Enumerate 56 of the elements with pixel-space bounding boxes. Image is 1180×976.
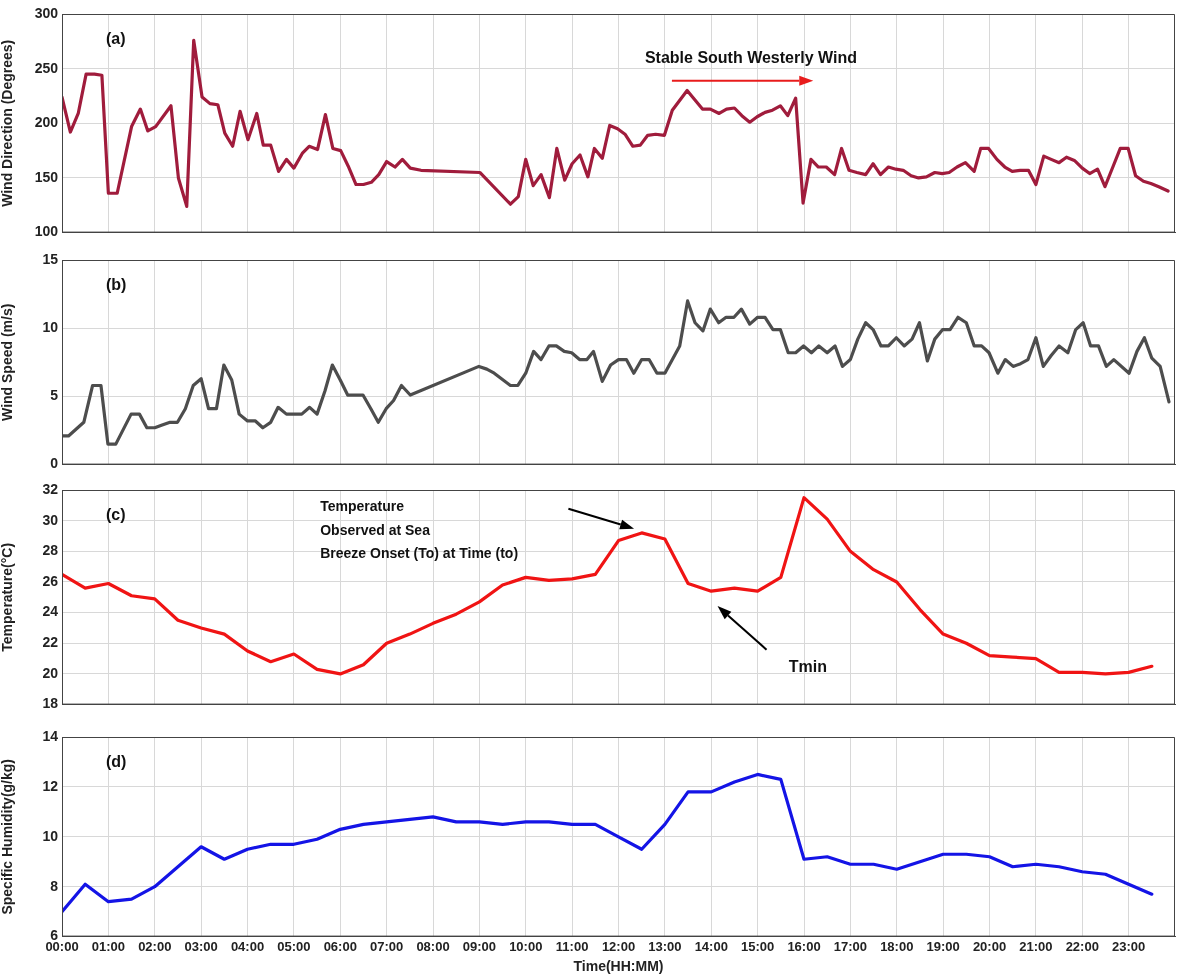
x-tick-label: 17:00 [833,938,867,954]
y-tick-label: 8 [50,877,59,894]
y-tick-label: 200 [34,114,59,131]
y-tick-label: 32 [42,480,59,497]
x-tick-label: 05:00 [277,938,311,954]
y-axis-title: Specific Humidity(g/kg) [0,759,16,915]
x-tick-label: 11:00 [555,938,589,954]
y-tick-label: 100 [34,223,59,240]
x-axis-title: Time(HH:MM) [573,958,664,975]
y-tick-label: 150 [34,168,59,185]
annotation: (c) [106,506,126,524]
y-tick-label: 15 [42,250,59,267]
annotation: Stable South Westerly Wind [644,48,857,66]
annotation: (d) [106,753,127,771]
x-tick-label: 07:00 [370,938,404,954]
x-tick-label: 18:00 [880,938,914,954]
y-tick-label: 28 [42,542,59,559]
y-tick-label: 250 [34,59,59,76]
x-tick-label: 04:00 [230,938,265,954]
annotation: Tmin [788,657,828,675]
y-tick-label: 300 [34,4,59,21]
annotation: (b) [106,276,127,294]
x-tick-label: 20:00 [972,938,1007,954]
y-tick-label: 20 [42,664,59,681]
y-tick-label: 24 [42,603,59,620]
y-axis-title: Temperature(°C) [0,542,16,652]
y-tick-label: 26 [42,572,59,589]
y-axis-title: Wind Direction (Degrees) [0,39,16,207]
annotation: (a) [106,30,126,48]
x-tick-label: 09:00 [462,938,496,954]
x-tick-label: 16:00 [787,938,821,954]
y-tick-label: 22 [42,634,59,651]
y-tick-label: 10 [42,827,59,844]
x-tick-label: 06:00 [323,938,357,954]
y-tick-label: 30 [42,511,59,528]
y-tick-label: 14 [42,727,59,744]
annotation: Temperature Observed at Sea Breeze Onset (To) at Time (to) [320,498,519,562]
y-tick-label: 18 [42,695,59,712]
x-tick-label: 23:00 [1112,938,1146,954]
x-tick-label: 12:00 [601,938,636,954]
x-tick-label: 10:00 [509,938,543,954]
x-tick-label: 14:00 [694,938,728,954]
x-tick-label: 08:00 [416,938,450,954]
y-tick-label: 0 [50,455,59,472]
x-tick-label: 22:00 [1065,938,1099,954]
x-tick-label: 03:00 [184,938,218,954]
y-tick-label: 5 [50,387,59,404]
y-tick-label: 12 [42,777,59,794]
x-tick-label: 13:00 [648,938,682,954]
x-tick-label: 21:00 [1019,938,1053,954]
x-tick-label: 15:00 [741,938,775,954]
x-tick-label: 02:00 [138,938,172,954]
y-tick-label: 10 [42,319,59,336]
x-tick-label: 19:00 [926,938,960,954]
x-tick-label: 01:00 [91,938,125,954]
y-axis-title: Wind Speed (m/s) [0,303,16,421]
